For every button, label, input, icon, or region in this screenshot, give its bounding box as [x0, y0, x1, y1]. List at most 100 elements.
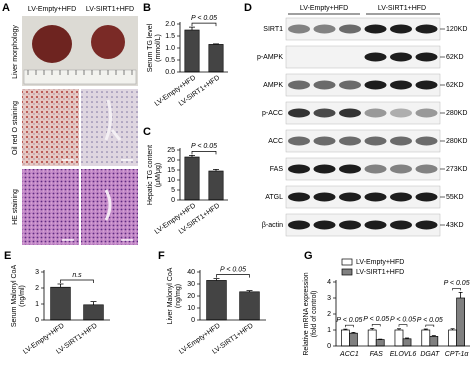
significance-bracket [216, 274, 250, 278]
panel-letter: E [4, 250, 11, 262]
group-header: LV-Empty+HFD [300, 5, 348, 12]
bar [394, 329, 404, 347]
he-image [22, 169, 79, 245]
bar [184, 156, 200, 201]
row-label: Liver morphology [12, 25, 19, 79]
significance-label: P < 0.05 [220, 266, 246, 273]
blot-band [339, 136, 361, 146]
size-label: 55KD [446, 194, 464, 201]
significance-bracket [452, 288, 461, 291]
bar [429, 336, 439, 347]
error-bar [396, 328, 401, 330]
significance-bracket [191, 151, 217, 155]
y-tick-label: 0.0 [165, 69, 175, 76]
blot-band [339, 108, 361, 118]
y-tick-label: 0 [171, 197, 175, 204]
y-tick-label: 2.0 [165, 21, 175, 28]
blot-band [288, 24, 310, 34]
axis-line [179, 22, 228, 73]
blot-band [415, 220, 438, 230]
error-bar [213, 278, 220, 281]
significance-label: P < 0.05 [417, 317, 443, 324]
blot-band [415, 24, 438, 34]
legend-swatch [341, 268, 353, 276]
legend-swatch [341, 258, 353, 266]
blot-band [339, 164, 361, 174]
significance-bracket [371, 324, 381, 327]
significance-label: P < 0.05 [444, 280, 470, 287]
column-header: LV-SIRT1+HFD [86, 6, 134, 13]
y-tick-label: 4 [327, 279, 331, 286]
x-tick-label: LV-Empty+HFD [154, 202, 198, 235]
blot-band [313, 24, 336, 34]
row-label: HE staining [12, 189, 19, 225]
y-tick-label: 1.5 [165, 33, 175, 40]
bar [349, 332, 358, 347]
panel-letter: G [304, 250, 313, 262]
protein-label: SIRT1 [263, 26, 283, 33]
significance-label: P < 0.05 [191, 143, 217, 150]
x-tick-label: LV-SIRT1+HFD [178, 74, 221, 107]
blot-band [339, 24, 361, 34]
blot-band [390, 108, 412, 118]
y-tick-label: 2 [35, 285, 39, 292]
error-bar [431, 335, 436, 337]
blot-band [390, 220, 412, 230]
error-bar [189, 26, 195, 30]
y-axis-label: (mmol/L) [155, 34, 162, 62]
significance-label: n.s [72, 272, 82, 279]
significance-label: P < 0.05 [191, 15, 217, 22]
axis-line [335, 280, 470, 347]
bar [367, 329, 377, 347]
bar [83, 304, 104, 321]
blot-band [415, 136, 438, 146]
x-tick-label: ELOVL6 [390, 351, 417, 358]
blot-band [364, 108, 387, 118]
x-tick-label: CPT-1α [445, 351, 470, 358]
y-axis-label: (ng/ml) [19, 285, 26, 307]
blot-band [364, 192, 387, 202]
blot-band [390, 192, 412, 202]
error-bar [458, 292, 463, 298]
blot-band [313, 220, 336, 230]
y-axis-label: Serum TG level [147, 23, 154, 72]
y-axis-label: Serum Malonyl CoA [11, 265, 18, 328]
vessel [104, 99, 122, 141]
blot-band [313, 192, 336, 202]
bar [184, 29, 200, 73]
panel-letter: F [158, 250, 165, 262]
panel-letter: D [244, 2, 252, 14]
y-tick-label: 25 [167, 147, 175, 154]
blot-band [288, 192, 310, 202]
x-tick-label: FAS [370, 351, 383, 358]
significance-label: P < 0.05 [390, 317, 416, 324]
protein-label: AMPK [263, 82, 283, 89]
protein-label: β-actin [262, 222, 283, 229]
significance-bracket [425, 324, 435, 328]
blot-band [364, 24, 387, 34]
significance-bracket [398, 324, 408, 327]
blot-band [390, 52, 412, 62]
blot-band [339, 192, 361, 202]
size-label: 62KD [446, 54, 464, 61]
y-tick-label: 1.0 [165, 45, 175, 52]
blot-band [390, 164, 412, 174]
error-bar [90, 301, 97, 305]
blot-band [415, 164, 438, 174]
panel-letter: A [2, 2, 10, 14]
y-tick-label: 2 [327, 311, 331, 318]
error-bar [57, 283, 64, 288]
y-tick-label: 10 [187, 305, 195, 312]
y-tick-label: 3 [327, 295, 331, 302]
oil-red-image [22, 89, 79, 166]
bar [341, 329, 350, 347]
vessel [104, 189, 112, 221]
y-axis-label: (μM/μg) [155, 163, 162, 187]
y-tick-label: 0 [35, 317, 39, 324]
blot-band [364, 80, 387, 90]
axis-line [199, 270, 266, 321]
blot-band [364, 164, 387, 174]
bar [206, 280, 227, 321]
panel-letter: B [143, 2, 151, 14]
